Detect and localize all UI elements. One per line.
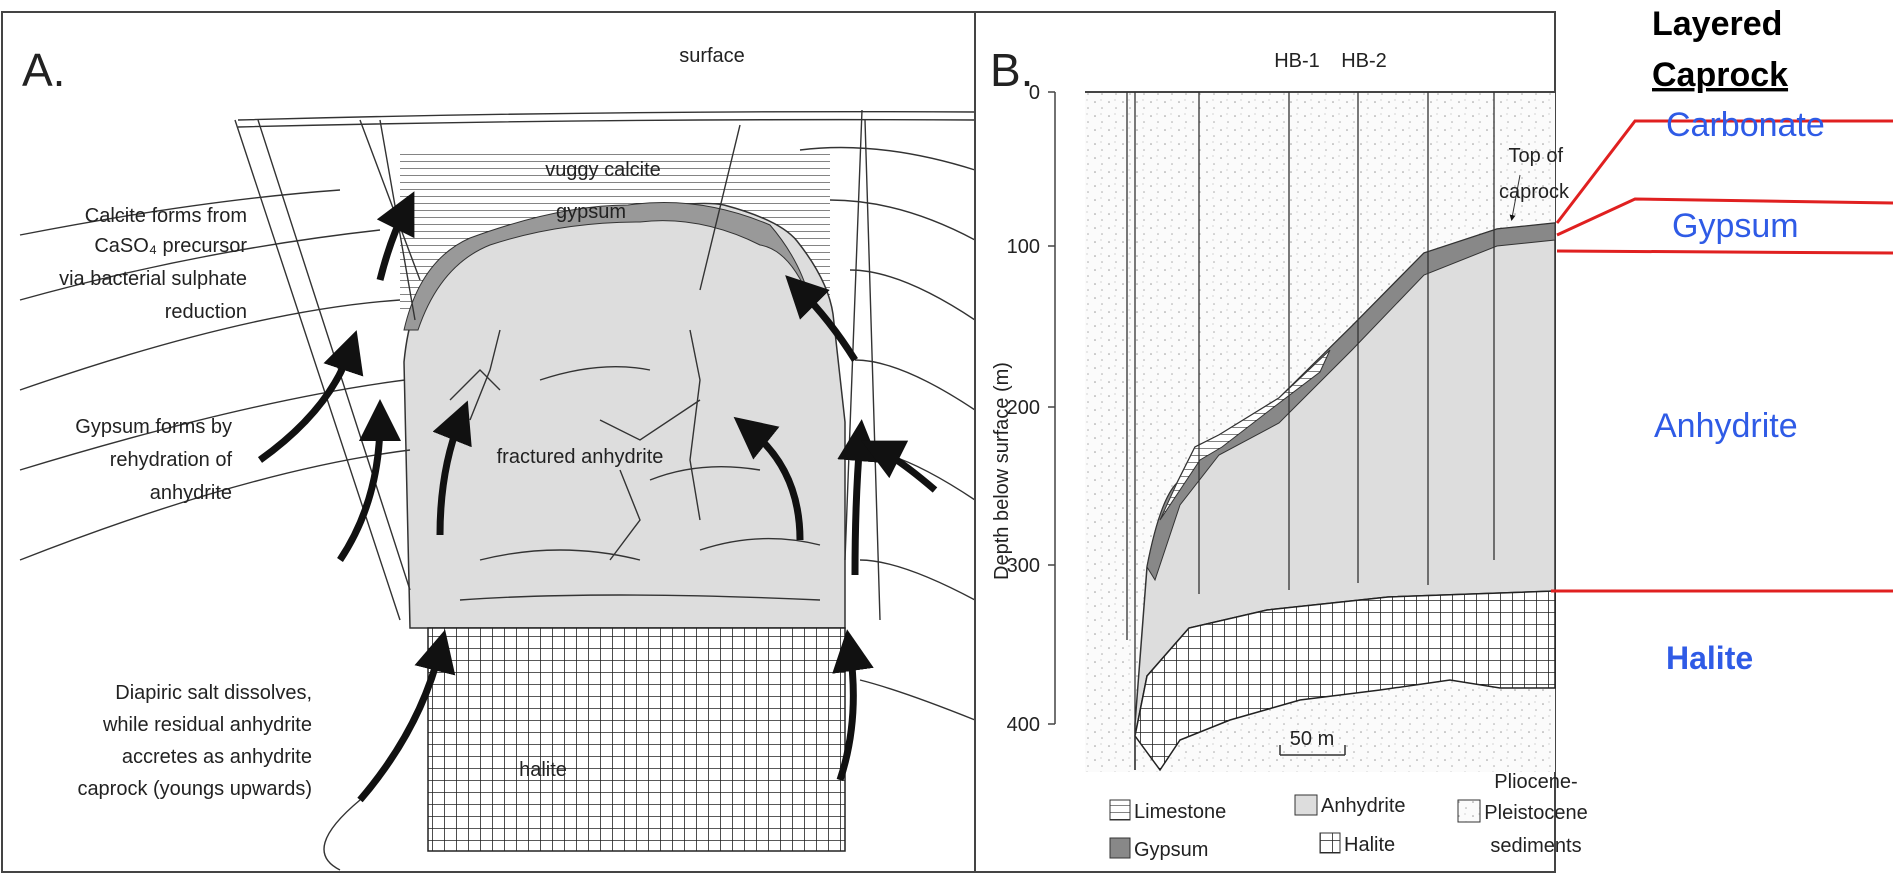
halite: Halite bbox=[1666, 640, 1753, 676]
drawing-path bbox=[376, 191, 415, 281]
label: A. bbox=[22, 44, 65, 96]
halite: halite bbox=[519, 759, 567, 781]
limestone: Limestone bbox=[1134, 801, 1226, 823]
drawing-rect bbox=[1457, 799, 1481, 823]
notes: Diapiric salt dissolves, bbox=[115, 682, 312, 704]
sediments: Pliocene- bbox=[1494, 771, 1577, 793]
panel-b bbox=[974, 11, 1556, 873]
drawing-path bbox=[832, 629, 874, 782]
title: Layered bbox=[1652, 5, 1782, 43]
gypsum: Gypsum bbox=[1672, 207, 1799, 245]
y-ticks: 300 bbox=[1007, 555, 1040, 577]
drawing-path bbox=[861, 440, 938, 493]
drawing-path bbox=[1159, 349, 1331, 521]
notes: via bacterial sulphate bbox=[59, 268, 247, 290]
drawing-path bbox=[257, 330, 364, 463]
anhydrite: Anhydrite bbox=[1321, 795, 1406, 817]
sediments: Pleistocene bbox=[1484, 802, 1587, 824]
y-ticks: 200 bbox=[1007, 397, 1040, 419]
gypsum: gypsum bbox=[556, 201, 626, 223]
drawing-rect bbox=[1319, 832, 1341, 854]
wells: HB-2 bbox=[1341, 50, 1387, 72]
drawing-path bbox=[785, 275, 858, 362]
drawing-path bbox=[1126, 92, 1495, 770]
drawing-path bbox=[799, 146, 976, 721]
drawing-path bbox=[403, 202, 846, 629]
y-ticks: 0 bbox=[1029, 82, 1040, 104]
fractured-anhydrite: fractured anhydrite bbox=[497, 446, 664, 468]
drawing-path bbox=[1509, 174, 1521, 221]
drawing-path bbox=[1279, 745, 1346, 756]
drawing-path bbox=[449, 329, 821, 601]
notes: caprock (youngs upwards) bbox=[77, 778, 312, 800]
drawing-path bbox=[1048, 91, 1055, 725]
notes: Calcite forms from bbox=[85, 205, 247, 227]
drawing-path bbox=[19, 189, 411, 871]
carbonate: Carbonate bbox=[1666, 106, 1825, 144]
label: B. bbox=[990, 44, 1033, 96]
drawing-g bbox=[257, 191, 938, 803]
notes: CaSO₄ precursor bbox=[94, 235, 247, 257]
drawing-path bbox=[733, 416, 804, 541]
sediments: sediments bbox=[1490, 835, 1581, 857]
notes: while residual anhydrite bbox=[102, 714, 312, 736]
drawing-path bbox=[1134, 590, 1556, 772]
drawing-rect bbox=[1109, 837, 1131, 859]
guide-lines bbox=[1551, 119, 1893, 593]
vuggy-calcite: vuggy calcite bbox=[545, 159, 661, 181]
drawing-path bbox=[357, 629, 456, 803]
wells: HB-1 bbox=[1274, 50, 1320, 72]
y-ticks: 400 bbox=[1007, 714, 1040, 736]
gypsum: Gypsum bbox=[1134, 839, 1208, 861]
surface: surface bbox=[679, 45, 745, 67]
drawing-rect bbox=[1109, 799, 1131, 821]
drawing-path bbox=[1556, 197, 1893, 237]
y-axis-label: Depth below surface (m) bbox=[991, 362, 1013, 580]
top-of-caprock: caprock bbox=[1499, 181, 1570, 203]
drawing-path bbox=[432, 400, 472, 536]
texts: A. surface vuggy calcite gypsum fracture… bbox=[22, 5, 1825, 861]
drawing-path bbox=[237, 110, 976, 128]
drawing-path bbox=[1555, 119, 1893, 224]
y-ticks: 100 bbox=[1007, 236, 1040, 258]
notes: accretes as anhydrite bbox=[122, 746, 312, 768]
drawing-rect bbox=[427, 627, 846, 852]
title: Caprock bbox=[1652, 56, 1788, 94]
halite: Halite bbox=[1344, 834, 1395, 856]
notes: Gypsum forms by bbox=[75, 416, 232, 438]
drawing-path bbox=[337, 399, 401, 562]
notes: rehydration of bbox=[110, 449, 233, 471]
scale-bar: 50 m bbox=[1290, 728, 1334, 750]
drawing-path bbox=[1556, 249, 1893, 255]
drawing-rect bbox=[1294, 794, 1318, 816]
panel-a bbox=[1, 11, 976, 873]
top-of-caprock: Top of bbox=[1509, 145, 1564, 167]
anhydrite: Anhydrite bbox=[1654, 407, 1798, 445]
drawing-path bbox=[837, 419, 880, 576]
notes: anhydrite bbox=[150, 482, 232, 504]
notes: reduction bbox=[165, 301, 247, 323]
